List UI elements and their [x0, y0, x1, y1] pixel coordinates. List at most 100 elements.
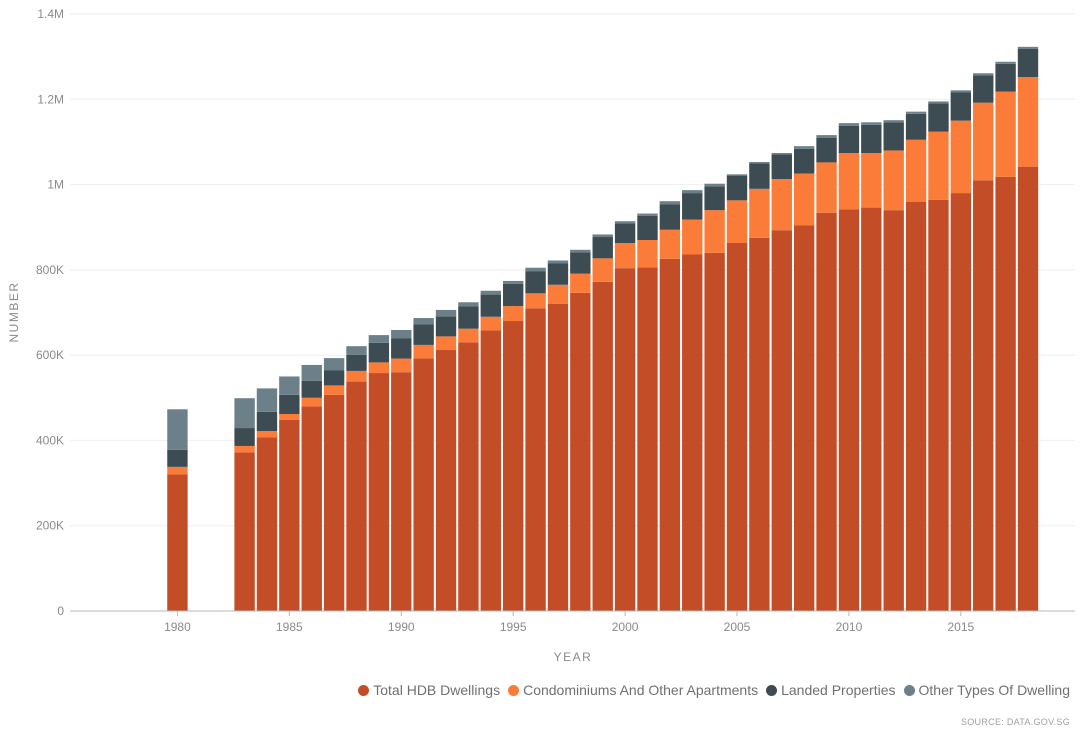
bar-segment-2008-condominiums-and-other-apartments[interactable] [793, 173, 815, 226]
bar-segment-2017-condominiums-and-other-apartments[interactable] [995, 91, 1016, 177]
bar-segment-2018-condominiums-and-other-apartments[interactable] [1017, 77, 1039, 167]
bar-segment-2016-condominiums-and-other-apartments[interactable] [973, 102, 994, 181]
bar-segment-2016-other-types-of-dwelling[interactable] [973, 73, 994, 76]
bar-segment-1985-condominiums-and-other-apartments[interactable] [279, 413, 300, 420]
bar-segment-1986-other-types-of-dwelling[interactable] [301, 364, 322, 381]
bar-segment-1991-condominiums-and-other-apartments[interactable] [413, 344, 434, 359]
bar-segment-2006-total-hdb-dwellings[interactable] [749, 237, 770, 612]
bar-segment-2011-total-hdb-dwellings[interactable] [861, 207, 882, 611]
bar-segment-1995-other-types-of-dwelling[interactable] [502, 280, 524, 284]
bar-segment-2013-landed-properties[interactable] [905, 113, 927, 140]
bar-segment-2007-total-hdb-dwellings[interactable] [771, 230, 792, 611]
legend-item-landed-properties[interactable]: Landed Properties [766, 682, 896, 698]
bar-segment-2005-total-hdb-dwellings[interactable] [726, 242, 748, 612]
bar-segment-2001-other-types-of-dwelling[interactable] [637, 213, 658, 216]
bar-segment-1989-landed-properties[interactable] [368, 342, 390, 363]
bar-segment-2009-other-types-of-dwelling[interactable] [816, 135, 837, 138]
bar-segment-2009-condominiums-and-other-apartments[interactable] [816, 162, 837, 213]
bar-segment-1998-other-types-of-dwelling[interactable] [570, 249, 591, 253]
bar-segment-2018-total-hdb-dwellings[interactable] [1017, 166, 1039, 611]
bar-segment-2000-other-types-of-dwelling[interactable] [614, 221, 636, 224]
bar-segment-2001-condominiums-and-other-apartments[interactable] [637, 240, 658, 268]
bar-segment-1999-landed-properties[interactable] [592, 237, 613, 259]
bar-segment-1991-other-types-of-dwelling[interactable] [413, 318, 434, 325]
bar-segment-2014-condominiums-and-other-apartments[interactable] [928, 131, 949, 200]
bar-segment-2010-condominiums-and-other-apartments[interactable] [838, 153, 860, 210]
bar-segment-1996-other-types-of-dwelling[interactable] [525, 267, 546, 272]
bar-segment-2013-condominiums-and-other-apartments[interactable] [905, 139, 927, 202]
bar-segment-1997-other-types-of-dwelling[interactable] [547, 260, 569, 264]
bar-segment-1980-total-hdb-dwellings[interactable] [167, 474, 188, 611]
bar-segment-1983-condominiums-and-other-apartments[interactable] [234, 445, 255, 453]
bar-segment-1990-landed-properties[interactable] [391, 338, 412, 359]
bar-segment-2017-total-hdb-dwellings[interactable] [995, 176, 1016, 611]
bar-segment-1993-condominiums-and-other-apartments[interactable] [458, 328, 479, 343]
bar-segment-2001-total-hdb-dwellings[interactable] [637, 267, 658, 611]
bar-segment-1983-landed-properties[interactable] [234, 428, 255, 446]
bar-segment-2011-landed-properties[interactable] [861, 124, 882, 154]
bar-segment-1995-landed-properties[interactable] [502, 283, 524, 307]
bar-segment-2008-total-hdb-dwellings[interactable] [793, 225, 815, 611]
bar-segment-1983-total-hdb-dwellings[interactable] [234, 452, 255, 611]
legend-item-condominiums-and-other-apartments[interactable]: Condominiums And Other Apartments [508, 682, 758, 698]
bar-segment-1986-landed-properties[interactable] [301, 380, 322, 398]
bar-segment-1989-condominiums-and-other-apartments[interactable] [368, 362, 390, 374]
bar-segment-2015-total-hdb-dwellings[interactable] [950, 193, 972, 611]
bar-segment-2010-landed-properties[interactable] [838, 125, 860, 154]
bar-segment-2002-other-types-of-dwelling[interactable] [659, 201, 681, 205]
bar-segment-1984-landed-properties[interactable] [256, 411, 278, 432]
bar-segment-2004-condominiums-and-other-apartments[interactable] [704, 210, 725, 253]
bar-segment-2007-condominiums-and-other-apartments[interactable] [771, 179, 792, 231]
bar-segment-1992-landed-properties[interactable] [435, 316, 457, 337]
bar-segment-1995-total-hdb-dwellings[interactable] [502, 321, 524, 611]
bar-segment-1984-condominiums-and-other-apartments[interactable] [256, 431, 278, 438]
bar-segment-2006-condominiums-and-other-apartments[interactable] [749, 188, 770, 238]
bar-segment-2006-landed-properties[interactable] [749, 163, 770, 189]
bar-segment-1987-total-hdb-dwellings[interactable] [323, 394, 345, 611]
bar-segment-1980-other-types-of-dwelling[interactable] [167, 409, 188, 450]
bar-segment-2012-condominiums-and-other-apartments[interactable] [883, 150, 904, 211]
bar-segment-1983-other-types-of-dwelling[interactable] [234, 398, 255, 429]
bar-segment-1996-landed-properties[interactable] [525, 271, 546, 294]
bar-segment-2014-other-types-of-dwelling[interactable] [928, 101, 949, 104]
bar-segment-1994-landed-properties[interactable] [480, 294, 501, 317]
bar-segment-2005-other-types-of-dwelling[interactable] [726, 174, 748, 176]
bar-segment-1996-condominiums-and-other-apartments[interactable] [525, 293, 546, 309]
bar-segment-1997-landed-properties[interactable] [547, 263, 569, 285]
bar-segment-1991-landed-properties[interactable] [413, 324, 434, 345]
bar-segment-1993-other-types-of-dwelling[interactable] [458, 302, 479, 307]
bar-segment-1990-condominiums-and-other-apartments[interactable] [391, 358, 412, 373]
bar-segment-1998-total-hdb-dwellings[interactable] [570, 292, 591, 611]
bar-segment-1986-total-hdb-dwellings[interactable] [301, 406, 322, 611]
bar-segment-1986-condominiums-and-other-apartments[interactable] [301, 397, 322, 407]
legend-item-total-hdb-dwellings[interactable]: Total HDB Dwellings [358, 682, 500, 698]
bar-segment-2002-condominiums-and-other-apartments[interactable] [659, 229, 681, 259]
bar-segment-2014-total-hdb-dwellings[interactable] [928, 199, 949, 612]
bar-segment-1989-other-types-of-dwelling[interactable] [368, 335, 390, 343]
bar-segment-2010-other-types-of-dwelling[interactable] [838, 123, 860, 126]
bar-segment-1988-condominiums-and-other-apartments[interactable] [346, 370, 367, 382]
bar-segment-2009-landed-properties[interactable] [816, 137, 837, 163]
bar-segment-1994-condominiums-and-other-apartments[interactable] [480, 316, 501, 331]
bar-segment-2004-landed-properties[interactable] [704, 186, 725, 211]
bar-segment-2008-landed-properties[interactable] [793, 148, 815, 174]
bar-segment-1980-condominiums-and-other-apartments[interactable] [167, 466, 188, 475]
bar-segment-1992-condominiums-and-other-apartments[interactable] [435, 336, 457, 351]
bar-segment-2004-other-types-of-dwelling[interactable] [704, 183, 725, 187]
bar-segment-2000-condominiums-and-other-apartments[interactable] [614, 242, 636, 269]
bar-segment-1990-other-types-of-dwelling[interactable] [391, 329, 412, 339]
bar-segment-1997-condominiums-and-other-apartments[interactable] [547, 284, 569, 304]
bar-segment-1996-total-hdb-dwellings[interactable] [525, 308, 546, 611]
bar-segment-2003-landed-properties[interactable] [682, 193, 703, 220]
bar-segment-1987-other-types-of-dwelling[interactable] [323, 358, 345, 371]
bar-segment-2000-total-hdb-dwellings[interactable] [614, 268, 636, 611]
bar-segment-2006-other-types-of-dwelling[interactable] [749, 161, 770, 164]
bar-segment-2018-landed-properties[interactable] [1017, 48, 1039, 78]
bar-segment-1990-total-hdb-dwellings[interactable] [391, 372, 412, 611]
bar-segment-2000-landed-properties[interactable] [614, 223, 636, 243]
bar-segment-1988-total-hdb-dwellings[interactable] [346, 381, 367, 611]
bar-segment-2010-total-hdb-dwellings[interactable] [838, 209, 860, 612]
bar-segment-1988-landed-properties[interactable] [346, 354, 367, 371]
bar-segment-2005-condominiums-and-other-apartments[interactable] [726, 200, 748, 243]
bar-segment-1998-landed-properties[interactable] [570, 252, 591, 274]
